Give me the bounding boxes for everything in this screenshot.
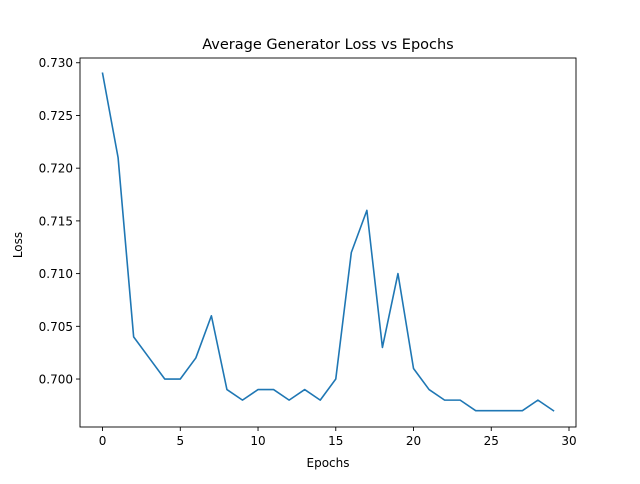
y-tick-label: 0.700: [39, 373, 73, 387]
x-tick-label: 5: [176, 434, 184, 448]
y-tick-label: 0.725: [39, 109, 73, 123]
y-axis-label: Loss: [11, 232, 25, 258]
y-tick-label: 0.715: [39, 214, 73, 228]
axes-frame: [79, 57, 577, 428]
chart-title: Average Generator Loss vs Epochs: [202, 37, 454, 53]
y-tick-label: 0.710: [39, 267, 73, 281]
y-tick-label: 0.705: [39, 320, 73, 334]
x-axis-label: Epochs: [307, 456, 350, 470]
x-tick-label: 10: [250, 434, 265, 448]
y-tick-label: 0.730: [39, 56, 73, 70]
x-tick-label: 20: [406, 434, 421, 448]
plot-area: 0 5 10 15 20 25 30 0.700 0.705 0.710 0.715 0.720 0.7…: [39, 56, 577, 448]
y-tick-label: 0.720: [39, 162, 73, 176]
x-tick-label: 25: [484, 434, 499, 448]
series-line-0: [101, 72, 555, 412]
x-tick-label: 0: [99, 434, 107, 448]
x-tick-label: 30: [561, 434, 576, 448]
x-tick-label: 15: [328, 434, 343, 448]
